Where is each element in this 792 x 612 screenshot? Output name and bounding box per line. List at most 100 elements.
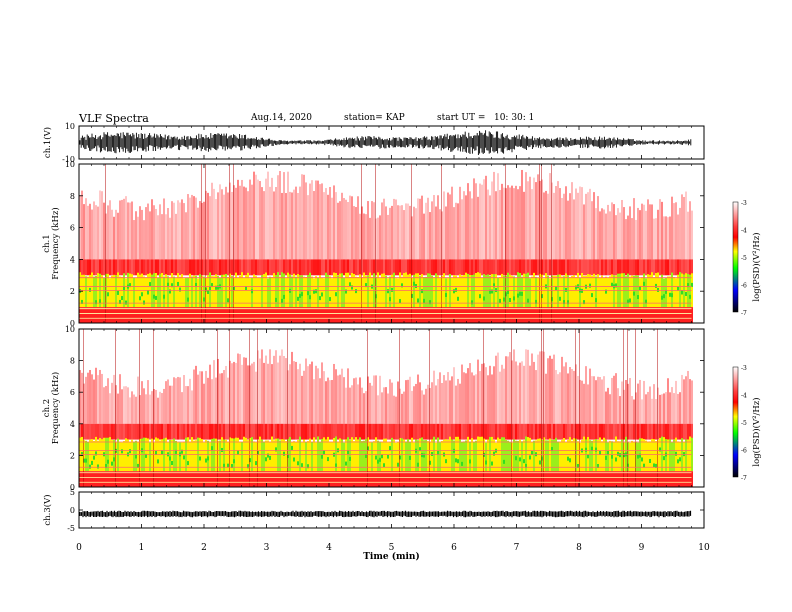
spectrogram-cell bbox=[545, 423, 547, 440]
spectrogram-cell bbox=[163, 259, 165, 276]
spectrogram-cell bbox=[307, 274, 309, 308]
spectrogram-cell bbox=[437, 450, 439, 455]
x-tick-label: 5 bbox=[389, 543, 395, 553]
spectrogram-cell bbox=[455, 259, 457, 276]
spectrogram-cell bbox=[445, 292, 447, 297]
spectrogram-cell bbox=[121, 199, 123, 260]
spectrogram-cell bbox=[209, 259, 211, 276]
spectrogram-cell bbox=[561, 259, 563, 276]
spectrogram-cell bbox=[121, 259, 123, 276]
spectrogram-cell bbox=[385, 423, 387, 440]
spectrogram-cell bbox=[255, 471, 257, 487]
spectrogram-cell bbox=[317, 259, 319, 276]
spectrogram-cell bbox=[417, 198, 419, 260]
spectrogram-cell bbox=[559, 307, 561, 323]
spectrogram-cell bbox=[477, 436, 479, 472]
spectrogram-cell bbox=[673, 423, 675, 440]
spectrogram-cell bbox=[571, 440, 573, 472]
spectrogram-cell bbox=[421, 453, 423, 458]
spectrogram-cell bbox=[433, 423, 435, 440]
spectrogram-cell bbox=[305, 182, 307, 260]
spectrogram-cell bbox=[163, 276, 165, 308]
spectrogram-cell bbox=[561, 356, 563, 424]
spectrogram-cell bbox=[215, 377, 217, 424]
spectrogram-cell bbox=[161, 259, 163, 276]
spectrogram-cell bbox=[191, 259, 193, 276]
spectrogram-cell bbox=[345, 439, 347, 472]
spectrogram-cell bbox=[557, 307, 559, 323]
spectrogram-cell bbox=[637, 383, 639, 424]
chart-title: VLF Spectra bbox=[79, 112, 149, 125]
spectrogram-cell bbox=[471, 372, 473, 424]
spectrogram-cell bbox=[129, 441, 131, 472]
spectrogram-cell bbox=[381, 392, 383, 424]
spectrogram-cell bbox=[489, 289, 491, 294]
spectrogram-cell bbox=[607, 471, 609, 487]
spectrogram-cell bbox=[341, 259, 343, 276]
spectrogram-cell bbox=[549, 259, 551, 276]
ch1-waveform-ylabel: ch.1(V) bbox=[42, 127, 53, 158]
spectrogram-cell bbox=[273, 307, 275, 323]
spectrogram-cell bbox=[199, 201, 201, 260]
spectrogram-cell bbox=[111, 259, 113, 276]
spectrogram-cell bbox=[453, 289, 455, 294]
spectrogram-cell bbox=[341, 307, 343, 323]
spectrogram-cell bbox=[373, 375, 375, 424]
spectrogram-cell bbox=[439, 471, 441, 487]
spectrogram-cell bbox=[123, 198, 125, 260]
spectrogram-cell bbox=[221, 189, 223, 260]
spectrogram-cell bbox=[473, 274, 475, 308]
spectrogram-cell bbox=[349, 195, 351, 260]
spectrogram-cell bbox=[299, 259, 301, 276]
spectrogram-cell bbox=[667, 276, 669, 308]
spectrogram-cell bbox=[215, 285, 217, 290]
spectrogram-cell bbox=[391, 423, 393, 440]
spectrogram-cell bbox=[511, 185, 513, 260]
spectrogram-cell bbox=[479, 307, 481, 323]
spectrogram-cell bbox=[605, 423, 607, 440]
spectrogram-cell bbox=[357, 471, 359, 487]
spectrogram-cell bbox=[595, 276, 597, 308]
spectrogram-cell bbox=[351, 385, 353, 424]
spectrogram-cell bbox=[625, 219, 627, 260]
spectrogram-cell bbox=[685, 471, 687, 487]
spectrogram-cell bbox=[299, 307, 301, 323]
spectrogram-cell bbox=[297, 296, 299, 301]
spectrogram-cell bbox=[573, 423, 575, 440]
spectrogram-cell bbox=[247, 423, 249, 440]
spectrogram-cell bbox=[105, 464, 107, 469]
spectrogram-cell bbox=[459, 383, 461, 424]
spectrogram-cell bbox=[191, 194, 193, 260]
spectrogram-cell bbox=[109, 200, 111, 260]
spectrogram-cell bbox=[177, 442, 179, 472]
spectrogram-cell bbox=[217, 440, 219, 472]
spectrogram-cell bbox=[431, 423, 433, 440]
spectrogram-cell bbox=[513, 259, 515, 276]
colorbar-tick-label: -7 bbox=[741, 310, 747, 317]
spectrogram-impulse bbox=[511, 329, 512, 487]
spectrogram-cell bbox=[91, 209, 93, 260]
spectrogram-cell bbox=[341, 368, 343, 424]
spectrogram-cell bbox=[139, 423, 141, 440]
spectrogram-cell bbox=[481, 423, 483, 440]
spectrogram-cell bbox=[637, 275, 639, 308]
spectrogram-cell bbox=[531, 353, 533, 424]
spectrogram-cell bbox=[501, 307, 503, 323]
spectrogram-cell bbox=[547, 423, 549, 440]
spectrogram-cell bbox=[549, 278, 551, 308]
spectrogram-cell bbox=[257, 179, 259, 260]
spectrogram-cell bbox=[163, 198, 165, 260]
spectrogram-cell bbox=[405, 259, 407, 276]
spectrogram-cell bbox=[545, 471, 547, 487]
spectrogram-cell bbox=[513, 423, 515, 440]
spectrogram-cell bbox=[403, 439, 405, 472]
spectrogram-cell bbox=[317, 436, 319, 472]
spectrogram-cell bbox=[537, 438, 539, 472]
spectrogram-cell bbox=[685, 291, 687, 296]
spectrogram-cell bbox=[537, 307, 539, 323]
spectrogram-cell bbox=[647, 307, 649, 323]
spectrogram-cell bbox=[275, 187, 277, 260]
spectrogram-cell bbox=[159, 307, 161, 323]
spectrogram-cell bbox=[219, 440, 221, 472]
spectrogram-cell bbox=[129, 283, 131, 288]
